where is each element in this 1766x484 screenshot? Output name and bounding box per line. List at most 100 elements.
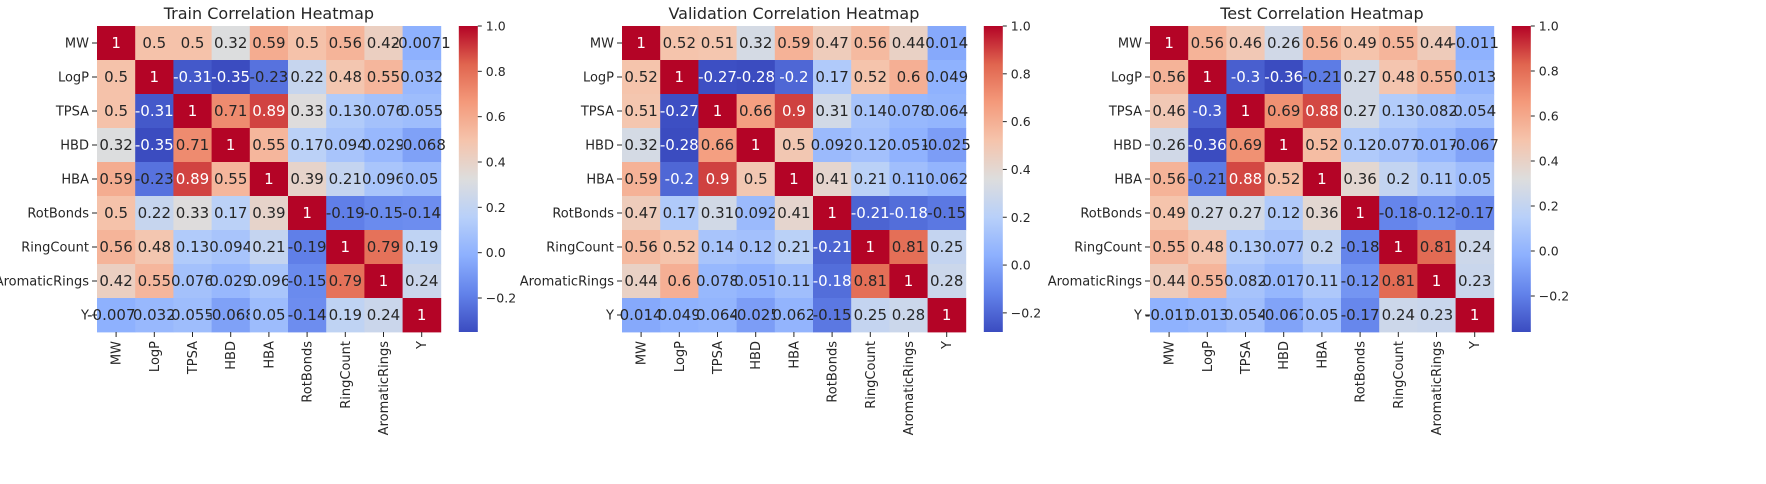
cell-value-label: 0.56 [1191, 34, 1224, 52]
cell-value-label: 0.48 [329, 68, 362, 86]
cell-value-label: 1 [341, 238, 351, 256]
cell-value-label: 0.32 [739, 34, 772, 52]
y-tick-label: Y [80, 309, 89, 324]
colorbar [1511, 26, 1531, 332]
chart-title: Test Correlation Heatmap [1219, 4, 1423, 23]
cell-value-label: -0.27 [698, 68, 737, 86]
heatmap-cell [135, 162, 174, 197]
cell-value-label: 0.082 [1415, 102, 1458, 120]
heatmap-cell [660, 264, 699, 299]
cell-value-label: 0.55 [367, 68, 400, 86]
cell-value-label: 0.092 [811, 136, 854, 154]
cell-value-label: -0.31 [135, 102, 174, 120]
cell-value-label: 0.054 [1453, 102, 1496, 120]
heatmap-cell [402, 264, 442, 299]
cell-value-label: 1 [866, 238, 876, 256]
heatmap-cell [97, 298, 136, 333]
x-tick-label: LogP [1201, 341, 1216, 372]
y-tick-label: Y [1133, 309, 1142, 324]
heatmap-cell [288, 26, 327, 61]
cell-value-label: 0.064 [696, 306, 739, 324]
heatmap-cell [1150, 162, 1189, 197]
heatmap-cell [1379, 162, 1418, 197]
heatmap-cell [1341, 128, 1380, 163]
cell-value-label: 0.27 [1343, 68, 1376, 86]
heatmap-cell [1302, 94, 1342, 129]
cell-value-label: 0.52 [1305, 136, 1338, 154]
colorbar-tick-label: 0.0 [1539, 244, 1559, 259]
heatmap-cell [736, 264, 776, 299]
heatmap-cell [402, 60, 442, 95]
heatmap-cell [1417, 162, 1456, 197]
heatmap-cell [1455, 264, 1495, 299]
cell-value-label: -0.31 [173, 68, 212, 86]
heatmap-cell [622, 230, 661, 265]
cell-value-label: 0.029 [362, 136, 405, 154]
cell-value-label: 0.13 [1382, 102, 1415, 120]
x-tick-label: MW [110, 341, 125, 365]
x-tick-label: HBD [224, 341, 239, 370]
heatmap-cell [1264, 230, 1304, 265]
cell-value-label: 0.89 [252, 102, 285, 120]
cell-value-label: 1 [1470, 306, 1480, 324]
cell-value-label: 1 [675, 68, 685, 86]
cell-value-label: 0.05 [252, 306, 285, 324]
heatmap-cell [1417, 264, 1456, 299]
y-tick-label: HBA [61, 173, 89, 188]
cell-value-label: 1 [150, 68, 160, 86]
heatmap-cell [1150, 94, 1189, 129]
heatmap-cell [851, 94, 890, 129]
x-tick-label: MW [635, 341, 650, 365]
heatmap-cell [326, 162, 365, 197]
cell-value-label: 0.56 [99, 238, 132, 256]
y-tick-label: HBA [586, 173, 614, 188]
cell-value-label: 0.13 [329, 102, 362, 120]
heatmap-cell [1188, 60, 1227, 95]
cell-value-label: 0.096 [247, 272, 290, 290]
heatmap-cell [622, 298, 661, 333]
heatmap-cell [927, 94, 967, 129]
y-tick-label: RingCount [21, 241, 89, 256]
cell-value-label: 0.077 [1262, 238, 1305, 256]
cell-value-label: 0.2 [1386, 170, 1410, 188]
cell-value-label: 1 [188, 102, 198, 120]
cell-value-label: 0.59 [99, 170, 132, 188]
x-tick-label: HBD [749, 341, 764, 370]
cell-value-label: -0.35 [211, 68, 250, 86]
cell-value-label: 0.11 [1305, 272, 1338, 290]
y-tick-label: LogP [583, 71, 614, 86]
cell-value-label: 0.46 [1229, 34, 1262, 52]
cell-value-label: 1 [1355, 204, 1365, 222]
cell-value-label: -0.19 [326, 204, 365, 222]
cell-value-label: 0.25 [854, 306, 887, 324]
heatmap-cell [135, 128, 174, 163]
cell-value-label: 0.076 [171, 272, 214, 290]
heatmap-cell [736, 60, 776, 95]
cell-value-label: 0.19 [329, 306, 362, 324]
heatmap-cell [927, 264, 967, 299]
cell-value-label: 0.13 [1229, 238, 1262, 256]
heatmap-cell [1302, 26, 1342, 61]
heatmap-cell [813, 60, 852, 95]
heatmap-cell [135, 94, 174, 129]
cell-value-label: 1 [1317, 170, 1327, 188]
heatmap-cell [1341, 26, 1380, 61]
cell-value-label: -0.011 [1145, 306, 1193, 324]
colorbar-tick-label: 0.0 [1011, 258, 1031, 273]
cell-value-label: 0.55 [138, 272, 171, 290]
x-tick-label: LogP [148, 341, 163, 372]
heatmap-cell [1226, 162, 1265, 197]
colorbar-tick-label: 0.6 [1011, 114, 1031, 129]
cell-value-label: 0.054 [1224, 306, 1267, 324]
heatmap-cell [288, 60, 327, 95]
cell-value-label: -0.18 [813, 272, 852, 290]
heatmap-cell [927, 128, 967, 163]
cell-value-label: 1 [1241, 102, 1251, 120]
cell-value-label: 0.48 [1191, 238, 1224, 256]
heatmap-cell [1379, 60, 1418, 95]
cell-value-label: -0.0071 [393, 34, 451, 52]
heatmap-cell [402, 230, 442, 265]
heatmap-cell [1226, 94, 1265, 129]
cell-value-label: 0.14 [854, 102, 887, 120]
heatmap-cell [1264, 128, 1304, 163]
